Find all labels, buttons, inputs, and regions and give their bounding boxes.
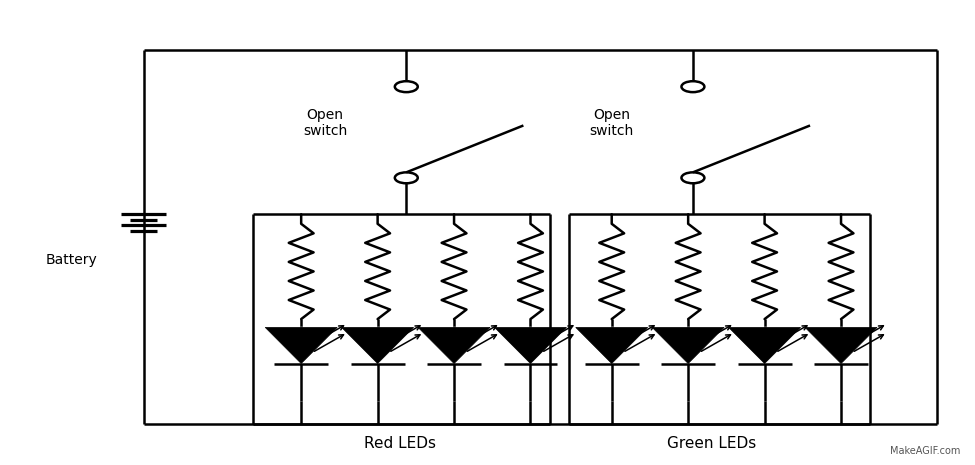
Polygon shape (418, 327, 490, 364)
Polygon shape (576, 327, 647, 364)
Text: Green LEDs: Green LEDs (668, 436, 757, 451)
Text: Battery: Battery (46, 253, 98, 267)
Text: MakeAGIF.com: MakeAGIF.com (890, 446, 960, 456)
Polygon shape (652, 327, 724, 364)
Text: Red LEDs: Red LEDs (364, 436, 436, 451)
Polygon shape (265, 327, 337, 364)
Polygon shape (494, 327, 566, 364)
Text: Open
switch: Open switch (303, 108, 347, 138)
Text: Open
switch: Open switch (590, 108, 634, 138)
Polygon shape (805, 327, 877, 364)
Polygon shape (341, 327, 413, 364)
Polygon shape (728, 327, 800, 364)
